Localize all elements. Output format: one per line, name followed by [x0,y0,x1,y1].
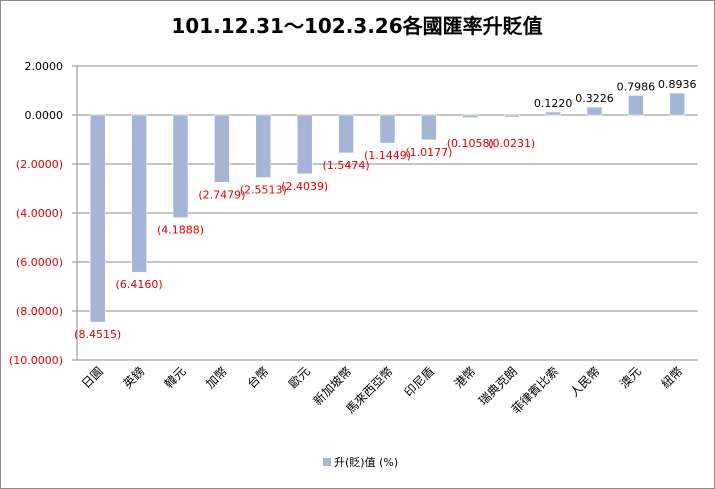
bar [338,114,354,154]
y-tick-label: 2.0000 [25,60,64,73]
bar [172,114,189,218]
data-label: (2.5513) [240,184,287,197]
data-label: (0.0231) [488,137,535,150]
data-label: (1.0177) [405,146,452,159]
y-tick-label: (6.0000) [16,256,63,269]
data-label: (0.1058) [447,137,494,150]
data-label: 0.1220 [534,97,573,110]
bar [421,114,437,141]
data-label: 0.3226 [575,92,614,105]
chart-title: 101.12.31～102.3.26各國匯率升貶值 [171,14,542,38]
bar [462,114,479,118]
bar [503,114,520,118]
bars [89,92,686,323]
data-label: (4.1888) [157,224,204,237]
data-labels: (8.4515) (6.4160) (4.1888) (2.7479)(2.5513)… [74,78,696,341]
y-tick-label: (8.0000) [16,305,63,318]
bar [255,114,272,178]
y-tick-label: (10.0000) [9,354,63,367]
data-label: 0.8936 [658,78,697,91]
bar [586,106,603,116]
bar [669,92,686,116]
bar [545,111,561,116]
bar [296,114,313,175]
data-label: (1.5474) [323,159,370,172]
data-label: (2.7479) [198,188,245,201]
data-label: (1.1449) [364,149,411,162]
bar [628,95,644,116]
bar [89,114,106,323]
y-tick-label: 0.0000 [25,109,64,122]
legend-swatch [323,458,331,466]
bar [131,114,147,273]
y-tick-label: (2.0000) [16,158,63,171]
data-label: (2.4039) [281,180,328,193]
legend-label: 升(貶)值 (%) [334,456,398,469]
bar [379,114,396,144]
bar [214,114,230,183]
legend: 升(貶)值 (%) [323,456,398,469]
axes: 2.0000 0.0000 (2.0000) (4.0000) (6.0000) (8.0… [9,60,78,367]
data-label: (6.4160) [116,278,163,291]
y-tick-label: (4.0000) [16,207,63,220]
data-label: (8.4515) [74,328,121,341]
data-label: 0.7986 [617,80,656,93]
